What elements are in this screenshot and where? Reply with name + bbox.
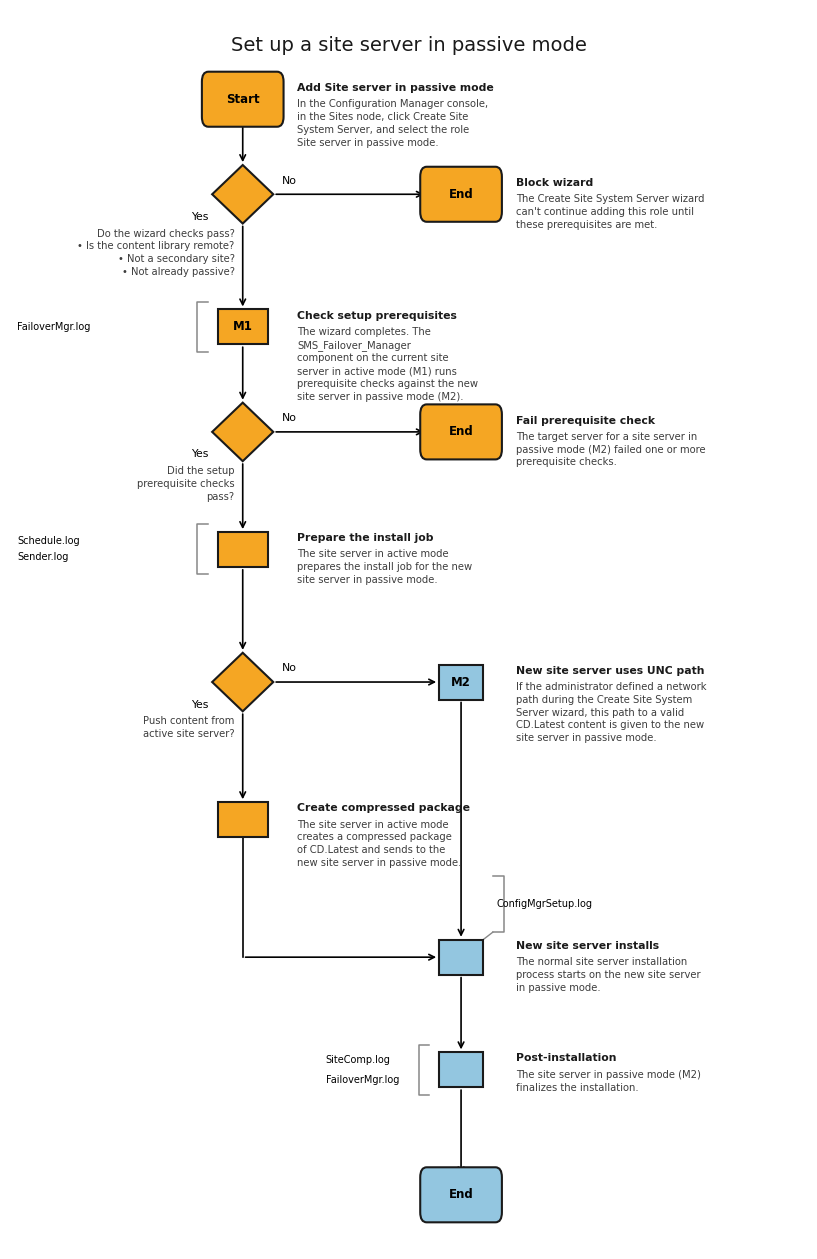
Text: No: No bbox=[281, 175, 297, 185]
Bar bbox=[217, 310, 268, 345]
Text: FailoverMgr.log: FailoverMgr.log bbox=[17, 322, 91, 332]
Text: Start: Start bbox=[226, 93, 260, 106]
FancyBboxPatch shape bbox=[420, 1167, 502, 1222]
Bar bbox=[439, 665, 483, 700]
Text: The site server in active mode
creates a compressed package
of CD.Latest and sen: The site server in active mode creates a… bbox=[297, 820, 462, 867]
Text: End: End bbox=[449, 188, 473, 200]
FancyBboxPatch shape bbox=[420, 404, 502, 460]
Text: Add Site server in passive mode: Add Site server in passive mode bbox=[297, 83, 494, 93]
Text: Fail prerequisite check: Fail prerequisite check bbox=[516, 415, 654, 426]
Text: Sender.log: Sender.log bbox=[17, 551, 69, 562]
FancyBboxPatch shape bbox=[202, 72, 283, 127]
Text: New site server uses UNC path: New site server uses UNC path bbox=[516, 666, 704, 676]
Polygon shape bbox=[212, 403, 274, 461]
Text: M2: M2 bbox=[451, 676, 471, 689]
Text: The target server for a site server in
passive mode (M2) failed one or more
prer: The target server for a site server in p… bbox=[516, 432, 705, 467]
Text: Do the wizard checks pass?
• Is the content library remote?
• Not a secondary si: Do the wizard checks pass? • Is the cont… bbox=[78, 229, 234, 277]
Text: Prepare the install job: Prepare the install job bbox=[297, 534, 434, 543]
Text: ConfigMgrSetup.log: ConfigMgrSetup.log bbox=[497, 899, 593, 909]
Text: Block wizard: Block wizard bbox=[516, 178, 593, 188]
Text: The site server in active mode
prepares the install job for the new
site server : The site server in active mode prepares … bbox=[297, 549, 472, 585]
Text: Post-installation: Post-installation bbox=[516, 1054, 616, 1064]
Polygon shape bbox=[212, 652, 274, 711]
Text: Did the setup
prerequisite checks
pass?: Did the setup prerequisite checks pass? bbox=[137, 466, 234, 502]
Text: End: End bbox=[449, 426, 473, 438]
Bar bbox=[439, 1053, 483, 1088]
Text: The Create Site System Server wizard
can't continue adding this role until
these: The Create Site System Server wizard can… bbox=[516, 194, 704, 230]
Text: The wizard completes. The
SMS_Failover_Manager
component on the current site
ser: The wizard completes. The SMS_Failover_M… bbox=[297, 327, 478, 402]
Text: Schedule.log: Schedule.log bbox=[17, 535, 80, 545]
Polygon shape bbox=[212, 165, 274, 224]
Text: Set up a site server in passive mode: Set up a site server in passive mode bbox=[230, 37, 587, 55]
Text: End: End bbox=[449, 1188, 473, 1201]
Text: In the Configuration Manager console,
in the Sites node, click Create Site
Syste: In the Configuration Manager console, in… bbox=[297, 99, 489, 147]
Text: The normal site server installation
process starts on the new site server
in pas: The normal site server installation proc… bbox=[516, 957, 700, 993]
Text: New site server installs: New site server installs bbox=[516, 940, 659, 951]
Text: Create compressed package: Create compressed package bbox=[297, 803, 471, 813]
Bar bbox=[217, 802, 268, 837]
Bar bbox=[439, 939, 483, 974]
Text: SiteComp.log: SiteComp.log bbox=[326, 1055, 391, 1065]
Text: The site server in passive mode (M2)
finalizes the installation.: The site server in passive mode (M2) fin… bbox=[516, 1070, 700, 1093]
Text: Push content from
active site server?: Push content from active site server? bbox=[143, 716, 234, 739]
Text: No: No bbox=[281, 413, 297, 423]
Bar bbox=[217, 533, 268, 567]
Text: Check setup prerequisites: Check setup prerequisites bbox=[297, 311, 458, 321]
Text: If the administrator defined a network
path during the Create Site System
Server: If the administrator defined a network p… bbox=[516, 682, 706, 743]
Text: Yes: Yes bbox=[190, 212, 208, 222]
Text: No: No bbox=[281, 663, 297, 674]
Text: Yes: Yes bbox=[190, 700, 208, 710]
Text: FailoverMgr.log: FailoverMgr.log bbox=[326, 1075, 400, 1085]
FancyBboxPatch shape bbox=[420, 166, 502, 222]
Text: M1: M1 bbox=[233, 320, 252, 334]
Text: Yes: Yes bbox=[190, 449, 208, 460]
